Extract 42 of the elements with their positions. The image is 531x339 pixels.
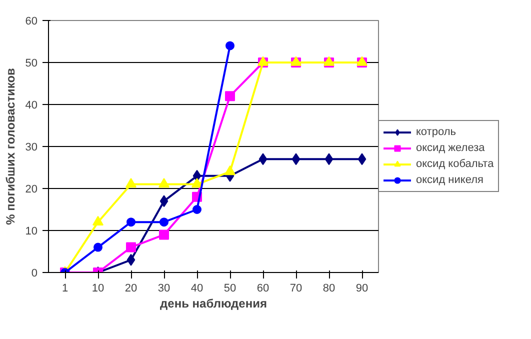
x-axis-title: день наблюдения <box>160 296 267 310</box>
x-tick-label: 10 <box>92 282 104 294</box>
x-tick-label: 60 <box>256 282 270 294</box>
legend-label: оксид кобальта <box>416 157 494 171</box>
x-tick-label: 50 <box>224 282 236 294</box>
x-tick-label: 30 <box>158 282 170 294</box>
x-tick-label: 20 <box>124 282 138 294</box>
point <box>192 178 202 188</box>
point <box>292 153 300 166</box>
point <box>226 41 234 50</box>
y-tick-label: 40 <box>25 100 38 112</box>
x-tick-label: 40 <box>190 282 204 294</box>
legend-label: оксид железа <box>416 141 485 155</box>
point <box>224 165 236 176</box>
legend-label: оксид никеля <box>416 173 484 187</box>
y-axis-title: % погибших головастиков <box>3 68 18 225</box>
point <box>94 242 102 252</box>
point <box>126 218 136 227</box>
point <box>126 254 136 266</box>
point <box>126 242 136 252</box>
y-tick-label: 10 <box>25 226 38 238</box>
point <box>192 205 202 214</box>
y-tick-label: 60 <box>25 16 38 28</box>
x-tick-label: 70 <box>290 282 302 294</box>
point <box>160 195 168 208</box>
point <box>225 91 235 102</box>
x-tick-label: 80 <box>322 282 336 294</box>
point <box>158 178 170 188</box>
point <box>159 230 169 240</box>
legend-label: котроль <box>416 125 456 139</box>
y-tick-label: 30 <box>25 142 38 154</box>
point <box>258 153 268 166</box>
point <box>126 178 136 188</box>
point <box>324 153 334 166</box>
point <box>92 216 104 226</box>
y-tick-label: 0 <box>31 268 38 280</box>
y-tick-label: 20 <box>25 184 38 196</box>
point <box>160 218 168 227</box>
point <box>358 153 366 166</box>
x-tick-label: 90 <box>356 282 368 294</box>
y-tick-label: 50 <box>25 58 38 70</box>
x-tick-label: 1 <box>62 282 68 294</box>
